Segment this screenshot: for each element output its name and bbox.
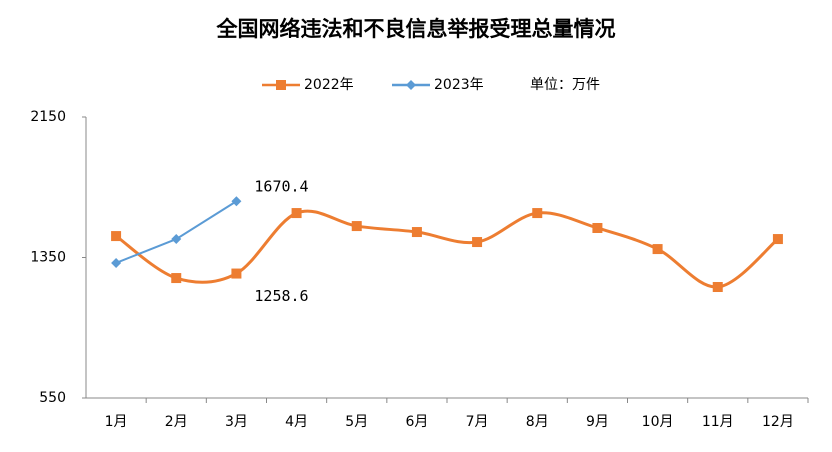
point xyxy=(532,208,543,219)
point xyxy=(111,231,122,242)
x-tick-label: 12月 xyxy=(762,414,794,430)
x-tick-label: 8月 xyxy=(526,414,549,430)
point xyxy=(291,208,302,219)
point xyxy=(231,196,242,207)
point xyxy=(171,234,182,245)
point xyxy=(171,273,182,284)
value-label: 1258.6 xyxy=(254,287,308,305)
point xyxy=(111,257,122,268)
point xyxy=(652,244,663,255)
point xyxy=(231,268,242,279)
x-tick-label: 3月 xyxy=(225,414,248,430)
x-tick-label: 4月 xyxy=(285,414,308,430)
legend-label: 2022年 xyxy=(304,77,354,93)
x-tick-label: 2月 xyxy=(165,414,188,430)
point xyxy=(592,222,603,233)
x-tick-label: 9月 xyxy=(586,414,609,430)
point xyxy=(411,227,422,238)
point xyxy=(712,282,723,293)
y-tick-label: 2150 xyxy=(30,109,66,125)
x-tick-label: 6月 xyxy=(405,414,428,430)
x-tick-label: 5月 xyxy=(345,414,368,430)
line xyxy=(115,200,237,264)
unit-label: 单位：万件 xyxy=(530,77,600,93)
x-tick-label: 1月 xyxy=(105,414,128,430)
point xyxy=(351,221,362,232)
point xyxy=(472,237,483,248)
value-label: 1670.4 xyxy=(254,178,308,196)
chart-title: 全国网络违法和不良信息举报受理总量情况 xyxy=(216,17,616,41)
x-tick-label: 7月 xyxy=(466,414,489,430)
y-tick-label: 1350 xyxy=(30,250,66,266)
point xyxy=(276,80,286,90)
y-tick-label: 550 xyxy=(39,390,66,406)
x-tick-label: 10月 xyxy=(642,414,674,430)
point xyxy=(406,80,416,90)
x-tick-label: 11月 xyxy=(702,414,734,430)
legend-label: 2023年 xyxy=(434,77,484,93)
line xyxy=(115,209,779,289)
point xyxy=(772,234,783,245)
